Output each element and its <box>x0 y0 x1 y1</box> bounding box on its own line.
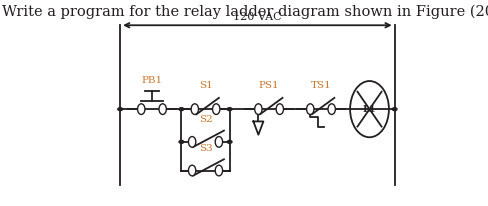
Ellipse shape <box>159 104 166 115</box>
Text: 120 VAC: 120 VAC <box>233 12 282 22</box>
Ellipse shape <box>138 104 145 115</box>
Text: TS1: TS1 <box>310 81 331 90</box>
Ellipse shape <box>188 137 196 147</box>
Circle shape <box>179 108 184 111</box>
Text: PB1: PB1 <box>142 76 163 85</box>
Ellipse shape <box>213 104 220 115</box>
Ellipse shape <box>276 104 284 115</box>
Circle shape <box>392 108 397 111</box>
Ellipse shape <box>328 104 335 115</box>
Text: PS1: PS1 <box>259 81 280 90</box>
Circle shape <box>179 140 184 143</box>
Text: L1: L1 <box>363 105 376 114</box>
Text: 1.  Write a program for the relay ladder diagram shown in Figure (20’).: 1. Write a program for the relay ladder … <box>0 5 488 19</box>
Ellipse shape <box>255 104 262 115</box>
Circle shape <box>227 108 232 111</box>
Ellipse shape <box>188 165 196 176</box>
Ellipse shape <box>215 137 223 147</box>
Circle shape <box>118 108 122 111</box>
Text: S1: S1 <box>199 81 212 90</box>
Circle shape <box>227 140 232 143</box>
Ellipse shape <box>306 104 314 115</box>
Ellipse shape <box>191 104 199 115</box>
Text: S3: S3 <box>199 144 212 153</box>
Text: S2: S2 <box>199 116 212 124</box>
Ellipse shape <box>215 165 223 176</box>
